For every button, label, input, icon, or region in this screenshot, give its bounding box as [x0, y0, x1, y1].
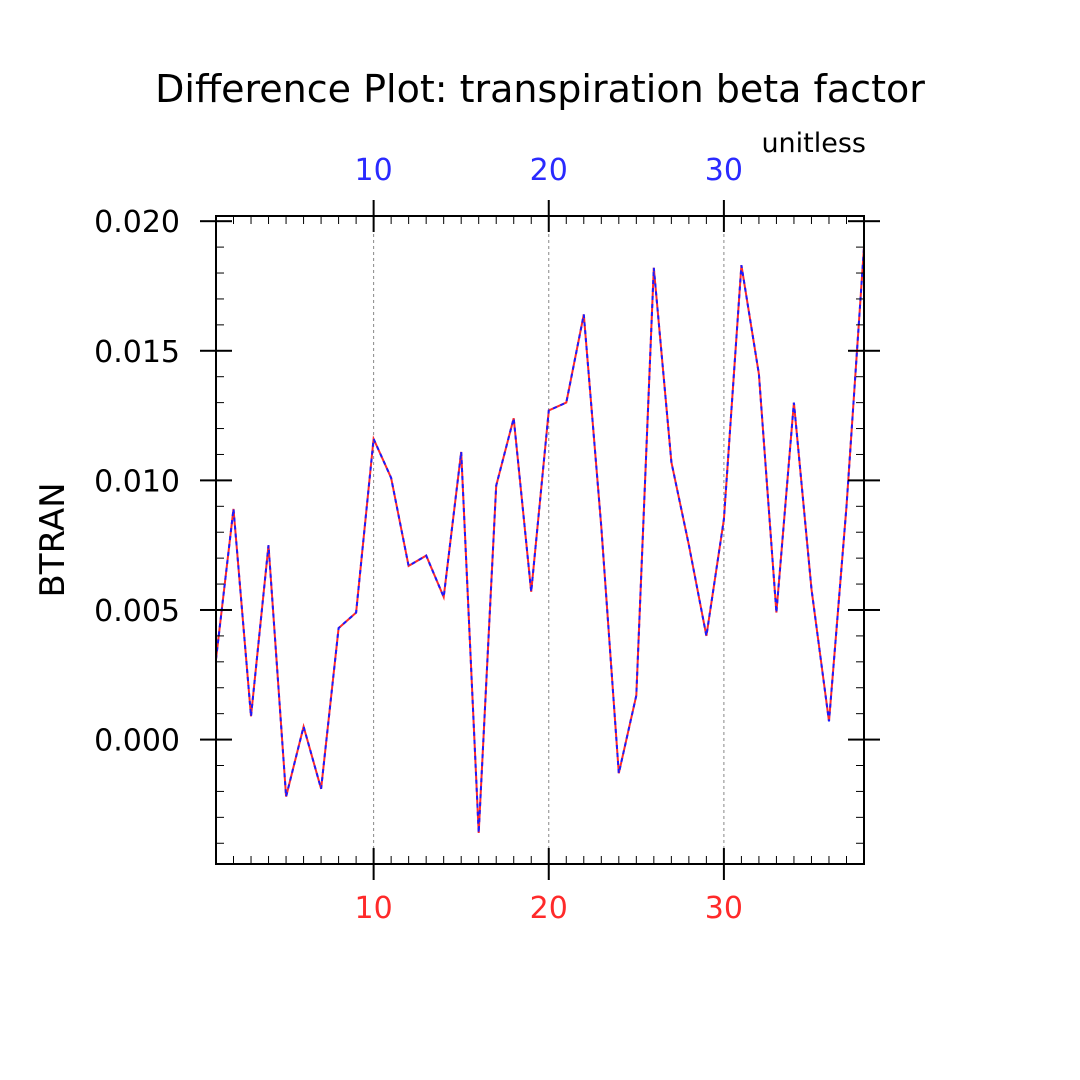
x-tick-label-top: 10	[355, 153, 393, 188]
plot-frame	[215, 215, 865, 865]
x-tick-label-bottom: 10	[355, 891, 393, 926]
axis-tick-labels: 0.000 0.005 0.010 0.015 0.020 10 20 30 10 20 30	[94, 153, 743, 926]
series-line-1	[215, 247, 865, 833]
axis-ticks	[200, 200, 880, 880]
x-tick-label-bottom: 30	[705, 891, 743, 926]
y-tick-label: 0.015	[94, 335, 180, 370]
plot-area	[215, 247, 865, 833]
x-tick-label-top: 20	[530, 153, 568, 188]
x-tick-label-bottom: 20	[530, 891, 568, 926]
x-tick-label-top: 30	[705, 153, 743, 188]
y-tick-label: 0.020	[94, 205, 180, 240]
y-tick-label: 0.010	[94, 464, 180, 499]
grid	[373, 216, 725, 864]
series-line-2	[215, 247, 865, 833]
units-label: unitless	[761, 128, 866, 159]
y-tick-label: 0.005	[94, 594, 180, 629]
y-axis-label: BTRAN	[33, 482, 73, 597]
y-tick-label: 0.000	[94, 724, 180, 759]
chart-title: Difference Plot: transpiration beta fact…	[155, 67, 925, 111]
